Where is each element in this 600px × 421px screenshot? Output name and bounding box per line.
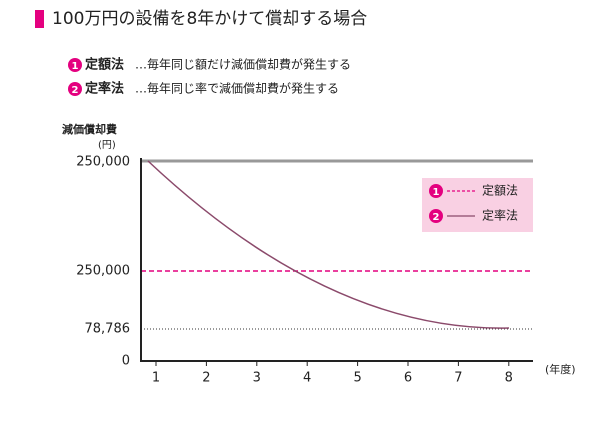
number-badge bbox=[429, 209, 443, 223]
y-axis-title: 減価償却費 bbox=[62, 122, 117, 136]
y-label: 78,786 bbox=[85, 322, 131, 337]
method-name: 定額法 bbox=[84, 57, 124, 73]
title-marker bbox=[35, 10, 44, 28]
title: 100万円の設備を8年かけて償却する場合 bbox=[52, 9, 367, 29]
method-description: …毎年同じ額だけ減価償却費が発生する bbox=[135, 57, 351, 72]
number: 1 bbox=[433, 187, 440, 198]
legend-label: 定額法 bbox=[482, 183, 518, 198]
x-label: 4 bbox=[303, 371, 311, 386]
y-label: 250,000 bbox=[76, 264, 130, 279]
number: 2 bbox=[433, 212, 440, 223]
method-description: …毎年同じ率で減価償却費が発生する bbox=[135, 81, 339, 96]
method-name: 定率法 bbox=[84, 81, 124, 97]
x-label: 7 bbox=[454, 371, 462, 386]
number-badge bbox=[429, 184, 443, 198]
y-label: 250,000 bbox=[76, 155, 130, 170]
x-label: 6 bbox=[404, 371, 412, 386]
x-labels: 1 2 3 4 5 6 7 8 bbox=[152, 361, 513, 386]
number: 2 bbox=[72, 85, 79, 96]
x-label: 1 bbox=[152, 371, 160, 386]
number: 1 bbox=[72, 61, 79, 72]
legend-label: 定率法 bbox=[482, 208, 518, 223]
number-badge bbox=[68, 82, 82, 96]
number-badge bbox=[68, 58, 82, 72]
y-axis-unit: (円) bbox=[98, 140, 116, 151]
x-label: 8 bbox=[505, 371, 513, 386]
x-label: 3 bbox=[253, 371, 261, 386]
x-axis-unit: (年度) bbox=[545, 362, 576, 376]
y-label: 0 bbox=[122, 354, 130, 369]
x-label: 5 bbox=[353, 371, 361, 386]
declining-balance-curve bbox=[147, 160, 510, 329]
x-label: 2 bbox=[202, 371, 210, 386]
